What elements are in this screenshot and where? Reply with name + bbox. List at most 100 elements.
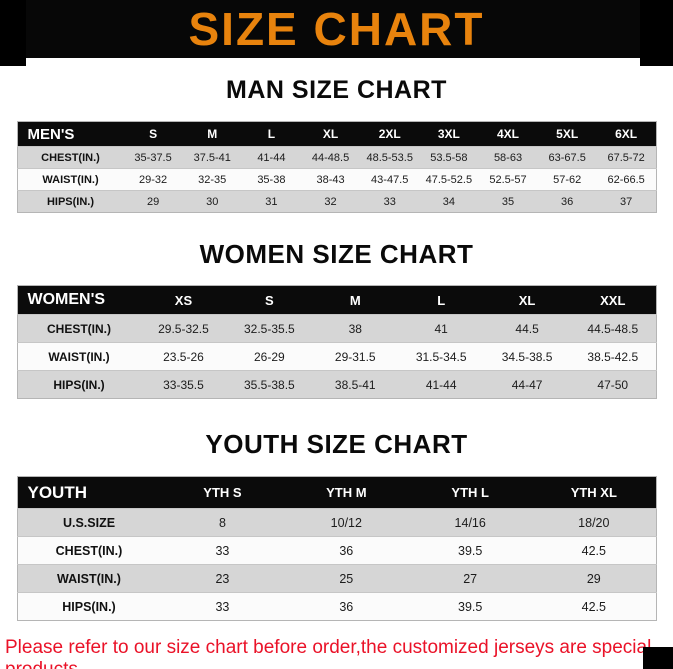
value-cell: 29-32 <box>123 168 183 191</box>
value-cell: 32.5-35.5 <box>226 314 313 343</box>
value-cell: 29.5-32.5 <box>140 314 227 343</box>
table-row: CHEST(IN.) 29.5-32.5 32.5-35.5 38 41 44.5 44.5… <box>17 314 656 343</box>
measure-label-cell: WAIST(IN.) <box>17 342 141 371</box>
size-header-cell: XL <box>484 285 571 315</box>
corner-decoration-top-right <box>640 0 673 66</box>
value-cell: 44-47 <box>484 370 571 399</box>
measure-label-cell: HIPS(IN.) <box>17 592 161 621</box>
value-cell: 42.5 <box>532 592 656 621</box>
value-cell: 31 <box>241 190 301 213</box>
corner-decoration-top-left <box>0 0 26 66</box>
value-cell: 38-43 <box>300 168 361 191</box>
value-cell: 36 <box>284 592 409 621</box>
size-header-cell: M <box>182 121 242 147</box>
value-cell: 31.5-34.5 <box>398 342 485 371</box>
value-cell: 8 <box>160 508 285 537</box>
value-cell: 44-48.5 <box>300 146 361 169</box>
value-cell: 36 <box>537 190 597 213</box>
banner: SIZE CHART <box>0 0 673 58</box>
value-cell: 44.5-48.5 <box>570 314 656 343</box>
size-header-cell: 6XL <box>596 121 656 147</box>
corner-decoration-bottom-right <box>643 647 673 669</box>
value-cell: 25 <box>284 564 409 593</box>
measure-label-cell: WAIST(IN.) <box>17 564 161 593</box>
value-cell: 43-47.5 <box>360 168 420 191</box>
value-cell: 38.5-41 <box>312 370 399 399</box>
size-header-cell: XS <box>140 285 227 315</box>
value-cell: 35-38 <box>241 168 301 191</box>
value-cell: 42.5 <box>532 536 656 565</box>
value-cell: 62-66.5 <box>596 168 656 191</box>
value-cell: 37 <box>596 190 656 213</box>
measure-label-cell: CHEST(IN.) <box>17 536 161 565</box>
chart-sections: MAN SIZE CHART MEN'S S M L XL 2XL 3XL 4XL 5XL 6XL… <box>0 76 673 621</box>
table-row: U.S.SIZE 8 10/12 14/16 18/20 <box>17 508 656 537</box>
value-cell: 58-63 <box>478 146 538 169</box>
size-header-cell: XL <box>300 121 361 147</box>
value-cell: 41-44 <box>241 146 301 169</box>
table-title-cell: MEN'S <box>17 121 124 147</box>
size-header-cell: YTH M <box>284 476 409 509</box>
value-cell: 34.5-38.5 <box>484 342 571 371</box>
size-header-cell: S <box>226 285 313 315</box>
value-cell: 18/20 <box>532 508 656 537</box>
size-header-cell: 5XL <box>537 121 597 147</box>
value-cell: 47.5-52.5 <box>419 168 479 191</box>
value-cell: 33-35.5 <box>140 370 227 399</box>
measure-label-cell: WAIST(IN.) <box>17 168 124 191</box>
section-heading-youth: YOUTH SIZE CHART <box>205 429 468 459</box>
value-cell: 33 <box>160 592 285 621</box>
page-title: SIZE CHART <box>188 3 485 55</box>
value-cell: 29 <box>532 564 656 593</box>
value-cell: 35.5-38.5 <box>226 370 313 399</box>
table-row: WAIST(IN.) 23.5-26 26-29 29-31.5 31.5-34.5 34… <box>17 342 656 371</box>
value-cell: 33 <box>360 190 420 213</box>
section-heading-man: MAN SIZE CHART <box>226 76 447 104</box>
men-size-table: MEN'S S M L XL 2XL 3XL 4XL 5XL 6XL CHEST(IN.) 35-3… <box>16 121 657 213</box>
measure-label-cell: CHEST(IN.) <box>17 146 124 169</box>
value-cell: 35 <box>478 190 538 213</box>
table-row: HIPS(IN.) 33 36 39.5 42.5 <box>17 592 656 621</box>
value-cell: 41 <box>398 314 485 343</box>
section-man: MAN SIZE CHART MEN'S S M L XL 2XL 3XL 4XL 5XL 6XL… <box>0 76 673 213</box>
size-header-cell: XXL <box>570 285 656 315</box>
value-cell: 32-35 <box>182 168 242 191</box>
women-size-table: WOMEN'S XS S M L XL XXL CHEST(IN.) 29.5-32.5 32.… <box>16 285 657 399</box>
measure-label-cell: U.S.SIZE <box>17 508 161 537</box>
size-header-cell: 3XL <box>419 121 479 147</box>
value-cell: 39.5 <box>408 592 533 621</box>
size-header-cell: YTH XL <box>532 476 656 509</box>
size-header-cell: YTH L <box>408 476 533 509</box>
table-title-cell: YOUTH <box>17 476 161 509</box>
value-cell: 53.5-58 <box>419 146 479 169</box>
value-cell: 14/16 <box>408 508 533 537</box>
value-cell: 47-50 <box>570 370 656 399</box>
value-cell: 34 <box>419 190 479 213</box>
value-cell: 38.5-42.5 <box>570 342 656 371</box>
size-header-cell: L <box>398 285 485 315</box>
value-cell: 23 <box>160 564 285 593</box>
measure-label-cell: HIPS(IN.) <box>17 190 124 213</box>
value-cell: 38 <box>312 314 399 343</box>
warning-line-1: Please refer to our size chart before or… <box>5 637 652 669</box>
value-cell: 36 <box>284 536 409 565</box>
size-header-cell: 2XL <box>360 121 420 147</box>
table-row: WAIST(IN.) 23 25 27 29 <box>17 564 656 593</box>
size-header-cell: 4XL <box>478 121 538 147</box>
table-row: CHEST(IN.) 35-37.5 37.5-41 41-44 44-48.5 48.5… <box>17 146 656 169</box>
section-women: WOMEN SIZE CHART WOMEN'S XS S M L XL XXL CHEST… <box>0 239 673 399</box>
size-header-cell: M <box>312 285 399 315</box>
table-title-cell: WOMEN'S <box>17 285 141 315</box>
table-row: CHEST(IN.) 33 36 39.5 42.5 <box>17 536 656 565</box>
value-cell: 63-67.5 <box>537 146 597 169</box>
value-cell: 35-37.5 <box>123 146 183 169</box>
value-cell: 33 <box>160 536 285 565</box>
youth-size-table: YOUTH YTH S YTH M YTH L YTH XL U.S.SIZE 8 10/1… <box>16 476 657 621</box>
value-cell: 30 <box>182 190 242 213</box>
value-cell: 32 <box>300 190 361 213</box>
value-cell: 27 <box>408 564 533 593</box>
section-youth: YOUTH SIZE CHART YOUTH YTH S YTH M YTH L YTH… <box>0 429 673 621</box>
measure-label-cell: HIPS(IN.) <box>17 370 141 399</box>
table-row: HIPS(IN.) 29 30 31 32 33 34 35 36 37 <box>17 190 656 213</box>
